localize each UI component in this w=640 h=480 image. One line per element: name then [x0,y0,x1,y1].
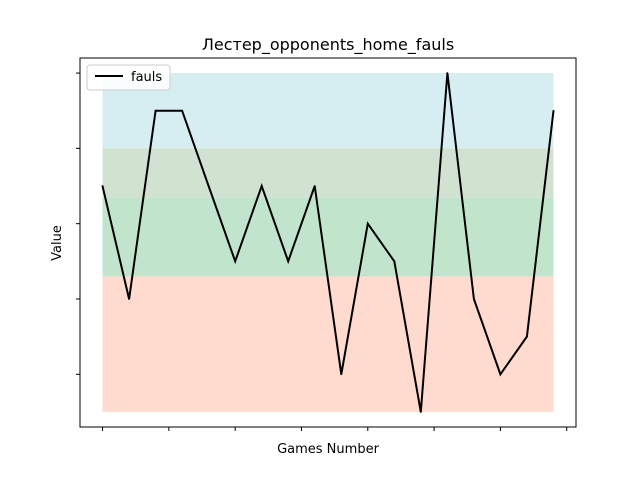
data-point-7 [287,260,289,262]
legend-label: fauls [131,70,162,85]
y-axis-label: Value [50,225,65,261]
y-ticks [76,73,80,374]
data-point-11 [393,260,395,262]
data-point-0 [102,185,104,187]
data-point-5 [234,260,236,262]
data-point-12 [420,411,422,413]
data-point-6 [261,185,263,187]
data-point-1 [128,298,130,300]
data-point-14 [473,298,475,300]
x-ticks [103,427,567,431]
background-bands [103,73,554,412]
chart-title: Лестер_opponents_home_fauls [202,35,454,55]
x-axis-label: Games Number [277,442,379,457]
data-point-4 [208,185,210,187]
data-point-15 [500,373,502,375]
data-point-3 [181,110,183,112]
data-point-9 [340,373,342,375]
data-point-2 [155,110,157,112]
band-0 [103,276,554,412]
data-point-13 [446,72,448,74]
data-point-8 [314,185,316,187]
band-2 [103,148,554,197]
data-point-17 [553,110,555,112]
band-1 [103,197,554,276]
data-point-16 [526,336,528,338]
data-point-10 [367,223,369,225]
legend: fauls [87,65,170,90]
